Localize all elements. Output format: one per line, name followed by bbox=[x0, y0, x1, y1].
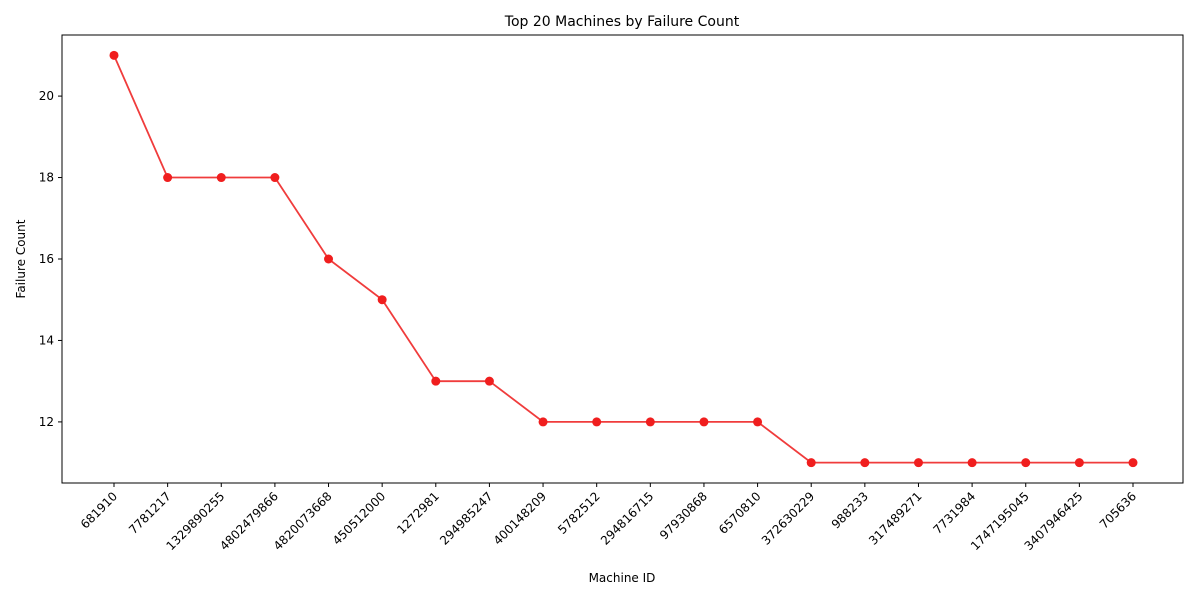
x-tick-label: 6570810 bbox=[716, 489, 764, 537]
data-point bbox=[806, 458, 816, 468]
data-point bbox=[109, 50, 119, 60]
x-tick-label: 400148209 bbox=[491, 489, 549, 547]
y-tick-label: 20 bbox=[39, 89, 54, 103]
data-point bbox=[484, 376, 494, 386]
data-point bbox=[699, 417, 709, 427]
x-axis-title: Machine ID bbox=[589, 571, 656, 585]
data-point bbox=[377, 295, 387, 305]
data-point bbox=[163, 173, 173, 183]
data-point bbox=[913, 458, 923, 468]
x-tick-label: 7731984 bbox=[931, 489, 979, 537]
data-point bbox=[860, 458, 870, 468]
x-axis: 681910 7781217132989025548024798664820073… bbox=[78, 483, 1139, 553]
y-tick-label: 18 bbox=[39, 171, 54, 185]
x-tick-label: 294985247 bbox=[437, 489, 495, 547]
x-tick-label: 450512000 bbox=[330, 489, 388, 547]
series-markers bbox=[109, 50, 1138, 468]
x-tick-label: 988233 bbox=[829, 489, 871, 531]
data-point bbox=[967, 458, 977, 468]
x-tick-label: 705636 bbox=[1097, 489, 1139, 531]
data-point bbox=[270, 173, 280, 183]
chart-title: Top 20 Machines by Failure Count bbox=[504, 14, 740, 30]
x-tick-label: 372630229 bbox=[759, 489, 817, 547]
x-tick-label: 97930868 bbox=[657, 489, 710, 542]
y-axis: 12 14 16 18 20 bbox=[39, 89, 62, 429]
x-tick-label: 1272981 bbox=[394, 489, 442, 537]
data-point bbox=[592, 417, 602, 427]
x-tick-label: 681910 bbox=[78, 489, 120, 531]
y-tick-label: 12 bbox=[39, 415, 54, 429]
y-axis-title: Failure Count bbox=[14, 219, 28, 298]
data-point bbox=[324, 254, 334, 264]
series-line bbox=[113, 55, 1133, 464]
data-point bbox=[645, 417, 655, 427]
y-tick-label: 16 bbox=[39, 252, 54, 266]
data-point bbox=[431, 376, 441, 386]
y-tick-label: 14 bbox=[39, 333, 54, 347]
x-tick-label: 5782512 bbox=[555, 489, 603, 537]
x-tick-label: 294816715 bbox=[598, 489, 656, 547]
data-point bbox=[1021, 458, 1031, 468]
data-point bbox=[1128, 458, 1138, 468]
plot-area-frame bbox=[61, 34, 1184, 484]
data-point bbox=[216, 173, 226, 183]
x-tick-label: 317489271 bbox=[866, 489, 924, 547]
x-tick-label: 7781217 bbox=[126, 489, 174, 537]
data-point bbox=[1074, 458, 1084, 468]
data-point bbox=[538, 417, 548, 427]
data-point bbox=[753, 417, 763, 427]
